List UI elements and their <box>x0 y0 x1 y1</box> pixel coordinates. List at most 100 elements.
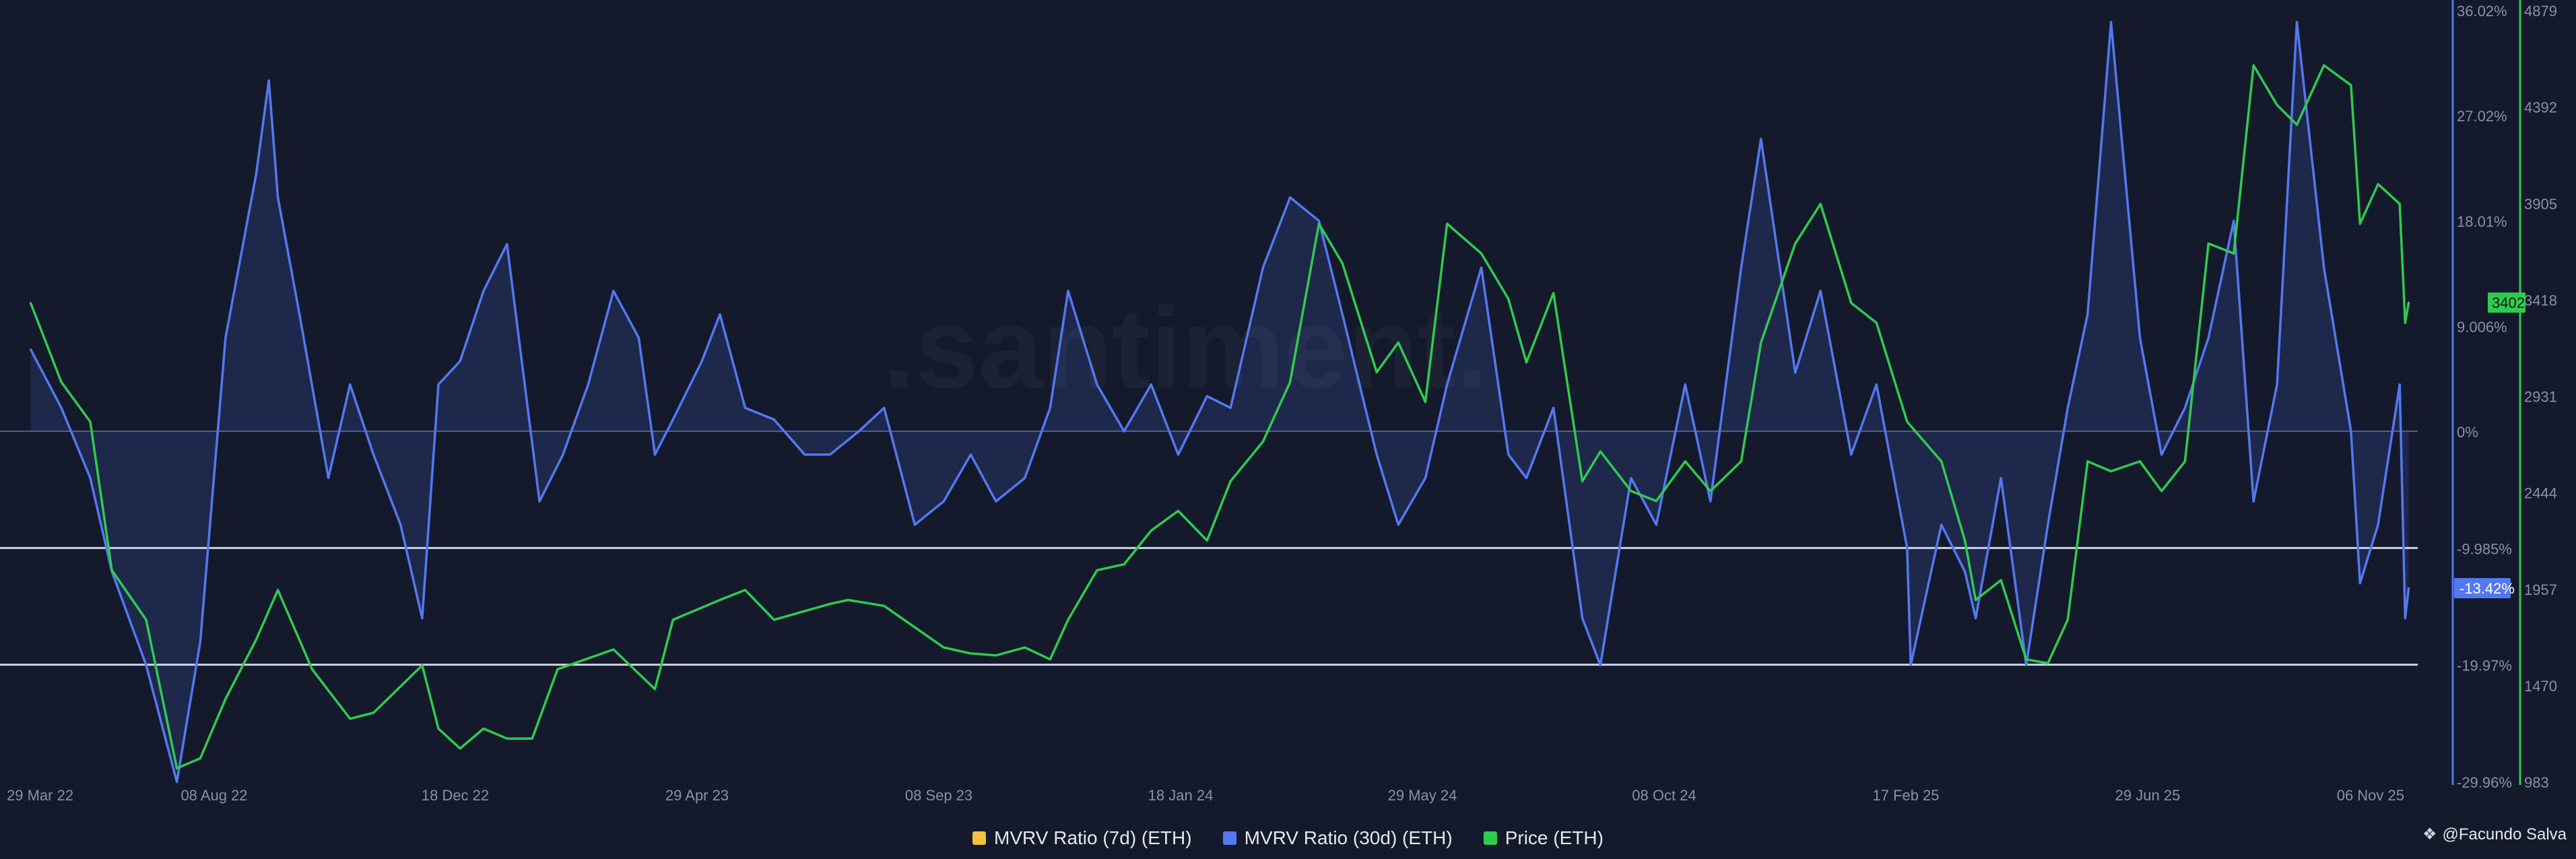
price-point <box>1850 302 1853 305</box>
mvrv-30d-point <box>1123 430 1125 433</box>
share-icon: ❖ <box>2422 825 2437 844</box>
price-point <box>969 652 972 655</box>
price-point <box>1397 341 1399 344</box>
price-point <box>942 646 945 649</box>
legend-label-mvrv-7d: MVRV Ratio (7d) (ETH) <box>994 827 1192 848</box>
mvrv-30d-point <box>1261 266 1264 269</box>
mvrv-tick-label: -9.985% <box>2457 540 2512 557</box>
mvrv-30d-point <box>587 383 589 386</box>
mvrv-30d-point <box>2252 500 2255 503</box>
mvrv-tick-label: 27.02% <box>2457 108 2507 125</box>
attribution-text: @Facundo Salva <box>2442 825 2567 844</box>
legend-item-mvrv-30d[interactable]: MVRV Ratio (30d) (ETH) <box>1222 827 1453 849</box>
mvrv-30d-point <box>30 348 32 351</box>
price-point <box>654 688 656 691</box>
mvrv-30d-point <box>224 336 227 339</box>
price-point <box>1424 401 1426 404</box>
price-point <box>1964 539 1967 542</box>
price-current-label: 3402 <box>2492 294 2525 311</box>
price-point <box>531 737 533 740</box>
mvrv-30d-point <box>2323 266 2325 269</box>
mvrv-30d-point <box>671 418 674 421</box>
price-point <box>2160 490 2163 492</box>
mvrv-30d-point <box>267 79 270 82</box>
mvrv-30d-point <box>654 453 656 456</box>
mvrv-30d-point <box>2276 383 2278 386</box>
price-point <box>1341 262 1344 265</box>
price-point <box>1760 341 1762 344</box>
watermark: .santiment. <box>883 284 1487 412</box>
legend-item-mvrv-7d[interactable]: MVRV Ratio (7d) (ETH) <box>972 827 1192 849</box>
legend-label-mvrv-30d: MVRV Ratio (30d) (ETH) <box>1244 827 1453 848</box>
mvrv-30d-point <box>1067 290 1069 292</box>
mvrv-current-label: -13.42% <box>2459 580 2515 597</box>
x-tick-label: 29 May 24 <box>1388 787 1457 804</box>
price-point <box>2110 470 2113 472</box>
mvrv-30d-point <box>89 477 92 479</box>
price-point <box>176 767 178 769</box>
mvrv-30d-point <box>1424 477 1426 479</box>
price-point <box>2233 252 2235 255</box>
mvrv-30d-point <box>538 500 541 503</box>
price-point <box>1229 480 1232 482</box>
mvrv-30d-point <box>1740 266 1742 269</box>
price-point <box>311 668 313 670</box>
price-point <box>1684 460 1686 463</box>
price-point <box>1480 252 1483 255</box>
mvrv-30d-point <box>995 500 997 503</box>
price-point <box>2025 658 2028 661</box>
price-point <box>349 718 352 720</box>
mvrv-30d-point <box>1507 453 1510 456</box>
price-point <box>1819 203 1822 205</box>
mvrv-30d-point <box>913 523 916 526</box>
price-point <box>2183 460 2186 463</box>
mvrv-30d-point <box>298 313 301 315</box>
mvrv-30d-point <box>2296 21 2298 24</box>
price-tick-label: 1957 <box>2524 581 2557 598</box>
price-tick-label: 3418 <box>2524 292 2557 309</box>
price-point <box>421 664 424 666</box>
mvrv-30d-point <box>199 640 201 643</box>
mvrv-30d-point <box>1397 523 1399 526</box>
price-line <box>29 64 2410 770</box>
mvrv-30d-point <box>349 383 352 386</box>
x-tick-label: 08 Sep 23 <box>905 787 972 804</box>
mvrv-30d-point <box>506 243 508 245</box>
price-point <box>828 602 831 605</box>
x-tick-label: 08 Oct 24 <box>1632 787 1696 804</box>
mvrv-30d-point <box>255 172 257 175</box>
mvrv-30d-point <box>1709 500 1712 503</box>
mvrv-30d-point <box>2110 21 2113 24</box>
price-point <box>1446 222 1449 225</box>
price-point <box>30 302 32 305</box>
mvrv-tick-label: -19.97% <box>2457 658 2512 674</box>
mvrv-30d-area <box>30 22 2409 782</box>
price-point <box>199 757 201 760</box>
x-tick-label: 17 Feb 25 <box>1872 787 1939 804</box>
mvrv-30d-point <box>2350 430 2352 433</box>
price-point <box>1975 599 1977 601</box>
mvrv-30d-point <box>482 290 485 292</box>
mvrv-current-badge <box>2454 577 2511 598</box>
price-point <box>1940 460 1943 463</box>
price-current-badge <box>2488 292 2525 313</box>
price-point <box>2066 618 2069 621</box>
mvrv-tick-label: 36.02% <box>2457 3 2507 20</box>
price-point <box>2000 579 2002 581</box>
price-point <box>89 420 92 423</box>
price-point <box>1552 292 1555 294</box>
mvrv-30d-point <box>1150 383 1152 386</box>
mvrv-30d-point <box>637 336 640 339</box>
mvrv-30d-point <box>2086 313 2089 315</box>
mvrv-30d-point <box>1552 406 1555 409</box>
mvrv-30d-point <box>1819 290 1822 292</box>
price-point <box>1709 490 1712 492</box>
legend-item-price[interactable]: Price (ETH) <box>1483 827 1604 849</box>
mvrv-30d-point <box>2183 406 2186 409</box>
mvrv-30d-point <box>969 453 972 456</box>
mvrv-30d-point <box>459 360 461 362</box>
price-point <box>224 697 227 700</box>
price-point <box>1150 530 1152 532</box>
